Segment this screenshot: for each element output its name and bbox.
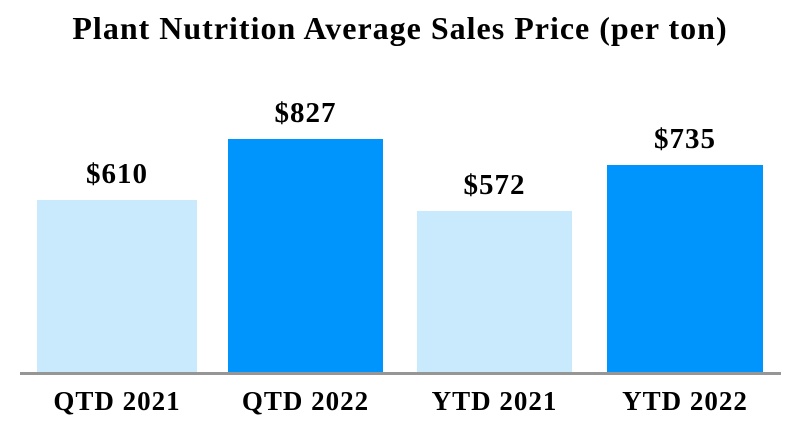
- x-axis-label-qtd-2022: QTD 2022: [241, 386, 370, 416]
- bar-group-ytd-2022: $735: [607, 125, 763, 373]
- data-label-ytd-2021: $572: [463, 169, 526, 201]
- chart-title: Plant Nutrition Average Sales Price (per…: [72, 10, 728, 46]
- bar-ytd-2021: [417, 211, 572, 373]
- bar-group-qtd-2021: $610: [37, 160, 197, 373]
- x-axis-line: [20, 372, 781, 375]
- x-axis-label-ytd-2022: YTD 2022: [622, 386, 748, 416]
- x-axis-label-ytd-2021: YTD 2021: [431, 386, 558, 416]
- x-axis-label-qtd-2021: QTD 2021: [53, 386, 181, 416]
- data-label-qtd-2022: $827: [274, 97, 337, 129]
- bar-ytd-2022: [607, 165, 763, 373]
- bar-group-qtd-2022: $827: [228, 99, 383, 373]
- bar-qtd-2022: [228, 139, 383, 373]
- data-label-qtd-2021: $610: [86, 158, 148, 190]
- data-label-ytd-2022: $735: [654, 123, 716, 155]
- x-axis-labels: QTD 2021 QTD 2022 YTD 2021 YTD 2022: [0, 386, 800, 427]
- bar-qtd-2021: [37, 200, 197, 373]
- bar-group-ytd-2021: $572: [417, 171, 572, 373]
